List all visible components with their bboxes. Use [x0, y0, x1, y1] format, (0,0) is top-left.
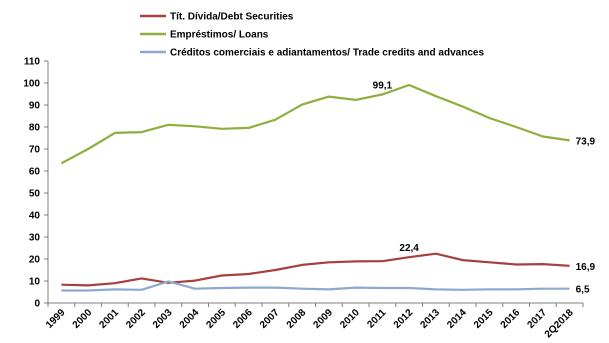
x-tick-label: 2016	[499, 307, 523, 331]
legend-item: Tít. Dívida/Debt Securities	[140, 12, 294, 23]
x-tick-label: 2010	[338, 307, 362, 331]
y-tick-label: 20	[29, 255, 41, 266]
legend-label: Créditos comerciais e adiantamentos/ Tra…	[170, 48, 484, 59]
legend-item: Empréstimos/ Loans	[140, 30, 269, 41]
x-tick-label: 2006	[231, 307, 255, 331]
x-tick-label: 2013	[418, 307, 442, 331]
y-tick-label: 80	[29, 123, 41, 134]
x-tick-label: 2011	[365, 307, 388, 330]
y-tick-label: 100	[23, 79, 40, 90]
data-label: 16,9	[576, 262, 596, 273]
legend-item: Créditos comerciais e adiantamentos/ Tra…	[140, 48, 484, 59]
series-layer	[60, 83, 570, 292]
data-labels: 22,4 16,9 99,1 73,9 6,5	[373, 80, 596, 295]
y-tick-label: 10	[29, 277, 41, 288]
x-tick-label: 2017	[525, 307, 549, 331]
y-tick-label: 90	[29, 101, 41, 112]
y-tick-label: 0	[34, 299, 40, 310]
y-tick-label: 30	[29, 233, 41, 244]
x-tick-label: 2005	[204, 307, 228, 331]
x-tick-label: 2014	[445, 307, 469, 331]
x-tick-label: 1999	[44, 307, 68, 331]
x-tick-label: 2004	[178, 307, 202, 331]
x-axis: 1999 2000 2001 2002 2003 2004 2005 2006 2007 2008…	[44, 302, 584, 340]
x-tick-label: 2007	[258, 307, 282, 331]
legend-label: Tít. Dívida/Debt Securities	[170, 12, 294, 23]
y-tick-label: 50	[29, 189, 41, 200]
x-tick-label: 2001	[97, 307, 121, 331]
x-tick-label: 2003	[151, 307, 175, 331]
x-tick-label: 2015	[472, 307, 496, 331]
y-tick-label: 60	[29, 167, 41, 178]
y-axis: 0 10 20 30 40 50 60 70 80 90 100 110	[23, 57, 49, 310]
y-tick-label: 40	[29, 211, 41, 222]
x-tick-label: 2002	[124, 307, 148, 331]
x-tick-label: 2000	[71, 307, 95, 331]
x-tick-label: 2009	[311, 307, 335, 331]
x-tick-label: 2Q2018	[543, 307, 576, 340]
series-line-1	[60, 83, 570, 165]
y-tick-label: 70	[29, 145, 41, 156]
series-line-0	[61, 252, 570, 287]
data-label: 99,1	[373, 80, 393, 91]
series-line-2	[61, 280, 570, 292]
x-tick-label: 2008	[285, 307, 309, 331]
legend-label: Empréstimos/ Loans	[170, 30, 269, 41]
x-tick-label: 2012	[392, 307, 416, 331]
data-label: 22,4	[399, 243, 419, 254]
data-label: 6,5	[576, 285, 590, 296]
data-label: 73,9	[576, 136, 596, 147]
legend: Tít. Dívida/Debt Securities Empréstimos/ …	[140, 12, 484, 59]
y-tick-label: 110	[24, 57, 41, 68]
